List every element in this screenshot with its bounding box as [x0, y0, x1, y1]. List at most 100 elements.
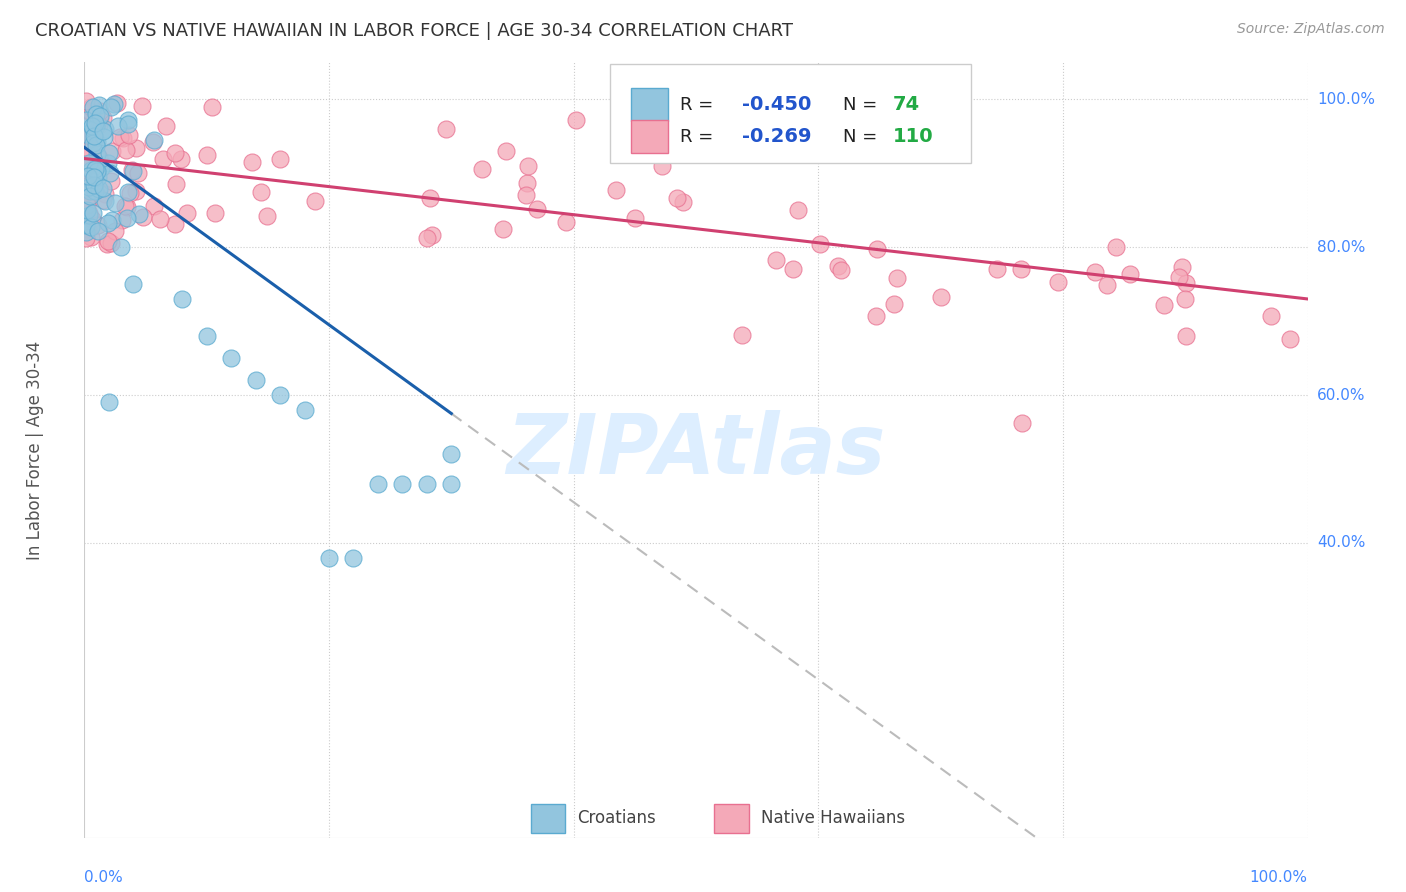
Point	[80, 220, 103, 235]
Point	[440, 447, 463, 461]
Text: Croatians: Croatians	[578, 809, 657, 827]
Point	[121, 163, 143, 178]
Point	[115, 143, 138, 157]
Point	[515, 188, 537, 202]
Point	[77, 129, 100, 144]
Point	[128, 207, 150, 221]
Point	[125, 141, 148, 155]
Point	[124, 184, 146, 198]
Text: R =: R =	[681, 128, 718, 145]
Point	[117, 186, 139, 200]
Point	[526, 202, 548, 217]
Point	[245, 373, 267, 387]
Point	[105, 96, 128, 111]
Point	[97, 235, 120, 249]
Point	[495, 144, 517, 158]
Point	[434, 121, 457, 136]
Point	[141, 135, 163, 149]
Point	[86, 135, 108, 149]
Point	[565, 113, 588, 128]
Point	[110, 240, 132, 254]
Point	[318, 550, 340, 565]
Text: -0.450: -0.450	[742, 95, 811, 114]
Point	[1279, 332, 1302, 346]
Point	[77, 187, 100, 202]
Point	[75, 150, 97, 164]
Point	[89, 103, 111, 118]
FancyBboxPatch shape	[531, 804, 565, 833]
Point	[152, 152, 174, 166]
Point	[77, 206, 100, 220]
Point	[79, 162, 101, 177]
Point	[77, 208, 100, 222]
Point	[84, 120, 107, 134]
Point	[808, 236, 831, 251]
Point	[420, 228, 443, 243]
Point	[172, 292, 194, 306]
Point	[787, 203, 810, 218]
Point	[79, 188, 101, 202]
Point	[250, 185, 273, 199]
Point	[76, 197, 98, 211]
Point	[84, 162, 107, 177]
Point	[89, 109, 111, 123]
Point	[80, 105, 103, 120]
Point	[117, 113, 139, 128]
Text: N =: N =	[842, 128, 877, 145]
Point	[731, 327, 754, 342]
Point	[986, 262, 1008, 277]
Text: R =: R =	[681, 95, 718, 113]
Point	[82, 122, 104, 136]
Text: 80.0%: 80.0%	[1317, 240, 1365, 255]
Point	[176, 205, 198, 219]
Point	[97, 155, 120, 169]
Point	[91, 124, 114, 138]
Point	[827, 259, 849, 273]
Point	[87, 118, 110, 132]
Point	[143, 133, 166, 147]
Point	[79, 100, 101, 114]
Point	[416, 230, 439, 244]
Point	[132, 210, 155, 224]
Point	[163, 146, 186, 161]
Point	[1175, 277, 1198, 291]
Text: In Labor Force | Age 30-34: In Labor Force | Age 30-34	[27, 341, 45, 560]
Point	[114, 199, 136, 213]
Point	[75, 112, 97, 127]
Point	[142, 199, 165, 213]
Text: -0.269: -0.269	[742, 127, 811, 146]
Point	[77, 178, 100, 193]
Point	[219, 351, 242, 365]
Point	[82, 136, 104, 150]
Text: 100.0%: 100.0%	[1317, 92, 1375, 107]
Point	[115, 211, 138, 225]
Point	[118, 128, 141, 142]
FancyBboxPatch shape	[610, 64, 972, 163]
Point	[1174, 292, 1197, 306]
Point	[1084, 265, 1107, 279]
Point	[1047, 275, 1070, 289]
Point	[1011, 416, 1033, 430]
Point	[269, 388, 291, 402]
Text: Source: ZipAtlas.com: Source: ZipAtlas.com	[1237, 22, 1385, 37]
Text: Native Hawaiians: Native Hawaiians	[761, 809, 905, 827]
Point	[101, 144, 124, 158]
Point	[83, 178, 105, 192]
Point	[104, 224, 127, 238]
Point	[440, 476, 463, 491]
FancyBboxPatch shape	[714, 804, 748, 833]
Point	[1010, 261, 1032, 276]
Point	[89, 112, 111, 127]
Point	[1260, 309, 1282, 323]
Point	[104, 195, 127, 210]
Point	[76, 203, 98, 218]
Point	[883, 297, 905, 311]
Text: 0.0%: 0.0%	[84, 870, 124, 885]
Point	[82, 100, 104, 114]
Point	[75, 94, 97, 108]
Text: 100.0%: 100.0%	[1250, 870, 1308, 885]
Point	[84, 185, 107, 199]
Point	[367, 476, 389, 491]
Point	[1153, 298, 1175, 312]
Point	[97, 216, 120, 230]
